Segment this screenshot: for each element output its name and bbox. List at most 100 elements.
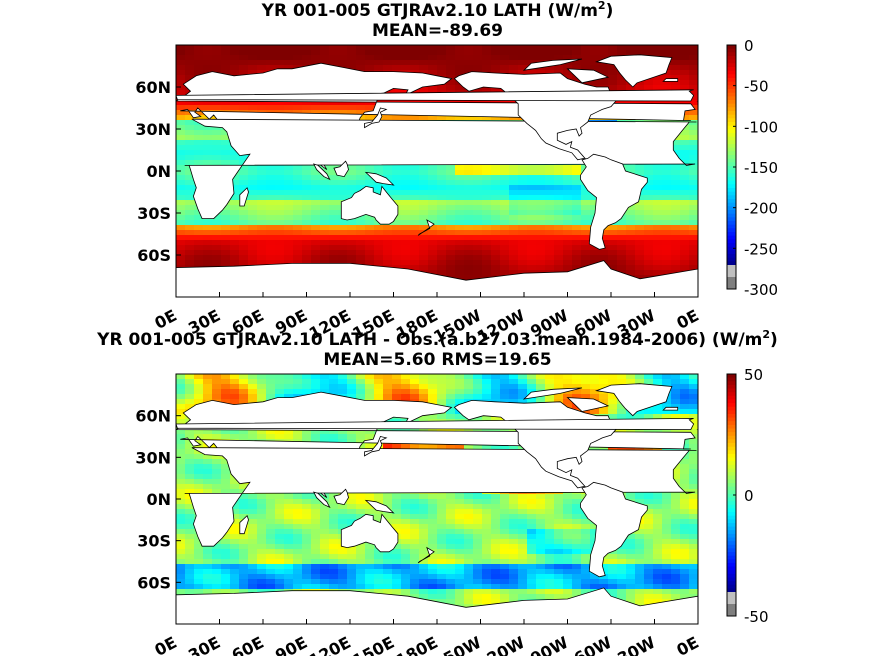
field-cell [392, 230, 402, 236]
field-cell [446, 75, 456, 81]
field-cell [176, 125, 186, 131]
field-cell [383, 170, 393, 176]
field-cell [266, 215, 276, 221]
field-cell [338, 185, 348, 191]
field-cell [464, 210, 474, 216]
field-cell [527, 504, 537, 510]
field-cell [563, 185, 573, 191]
field-cell [446, 524, 456, 530]
field-cell [338, 509, 348, 515]
field-cell [653, 100, 663, 106]
field-cell [680, 469, 690, 475]
field-cell [194, 384, 204, 390]
field-cell [464, 504, 474, 510]
field-cell [563, 514, 573, 520]
colorbar-segment [727, 232, 736, 237]
field-cell [365, 250, 375, 256]
field-cell [365, 60, 375, 66]
field-cell [509, 65, 519, 71]
field-cell [635, 220, 645, 226]
field-cell [482, 55, 492, 61]
field-cell [347, 499, 357, 505]
field-cell [545, 230, 555, 236]
field-cell [518, 215, 528, 221]
field-cell [689, 464, 698, 470]
field-cell [554, 195, 564, 201]
field-cell [410, 45, 420, 51]
field-cell [437, 65, 447, 71]
field-cell [185, 145, 195, 151]
field-cell [635, 250, 645, 256]
field-cell [527, 50, 537, 56]
field-cell [608, 225, 618, 231]
field-cell [482, 444, 492, 450]
field-cell [545, 195, 555, 201]
field-cell [536, 529, 546, 535]
field-cell [347, 514, 357, 520]
field-cell [239, 484, 249, 490]
field-cell [392, 180, 402, 186]
field-cell [221, 140, 231, 146]
field-cell [455, 250, 465, 256]
field-cell [437, 270, 447, 276]
field-cell [527, 235, 537, 241]
field-cell [194, 160, 204, 166]
field-cell [473, 230, 483, 236]
bottom-title-text: YR 001-005 GTJRAv2.10 LATH - Obs.(a.b27.… [97, 330, 763, 350]
field-cell [536, 225, 546, 231]
field-cell [428, 70, 438, 76]
field-cell [365, 220, 375, 226]
field-cell [437, 195, 447, 201]
field-cell [194, 140, 204, 146]
field-cell [392, 225, 402, 231]
field-cell [563, 215, 573, 221]
field-cell [284, 215, 294, 221]
field-cell [482, 384, 492, 390]
field-cell [500, 529, 510, 535]
field-cell [410, 180, 420, 186]
field-cell [419, 230, 429, 236]
field-cell [482, 494, 492, 500]
field-cell [257, 55, 267, 61]
field-cell [446, 165, 456, 171]
field-cell [572, 210, 582, 216]
field-cell [428, 494, 438, 500]
field-cell [293, 240, 303, 246]
field-cell [662, 499, 672, 505]
field-cell [194, 260, 204, 266]
field-cell [185, 250, 195, 256]
field-cell [644, 200, 654, 206]
field-cell [491, 519, 501, 525]
field-cell [455, 210, 465, 216]
field-cell [176, 50, 186, 56]
field-cell [437, 235, 447, 241]
field-cell [419, 225, 429, 231]
field-cell [653, 235, 663, 241]
field-cell [275, 190, 285, 196]
field-cell [329, 185, 339, 191]
field-cell [185, 240, 195, 246]
field-cell [572, 379, 582, 385]
field-cell [230, 100, 240, 106]
field-cell [599, 65, 609, 71]
field-cell [671, 225, 681, 231]
field-cell [653, 409, 663, 415]
field-cell [284, 225, 294, 231]
field-cell [500, 444, 510, 450]
field-cell [509, 399, 519, 405]
colorbar-tick-label: -100 [744, 118, 778, 136]
field-cell [257, 100, 267, 106]
field-cell [545, 65, 555, 71]
field-cell [176, 399, 186, 405]
field-cell [392, 374, 402, 380]
field-cell [572, 235, 582, 241]
field-cell [194, 240, 204, 246]
field-cell [374, 509, 384, 515]
field-cell [428, 240, 438, 246]
field-cell [311, 509, 321, 515]
field-cell [221, 260, 231, 266]
field-cell [266, 519, 276, 525]
field-cell [482, 215, 492, 221]
field-cell [185, 150, 195, 156]
field-cell [473, 444, 483, 450]
